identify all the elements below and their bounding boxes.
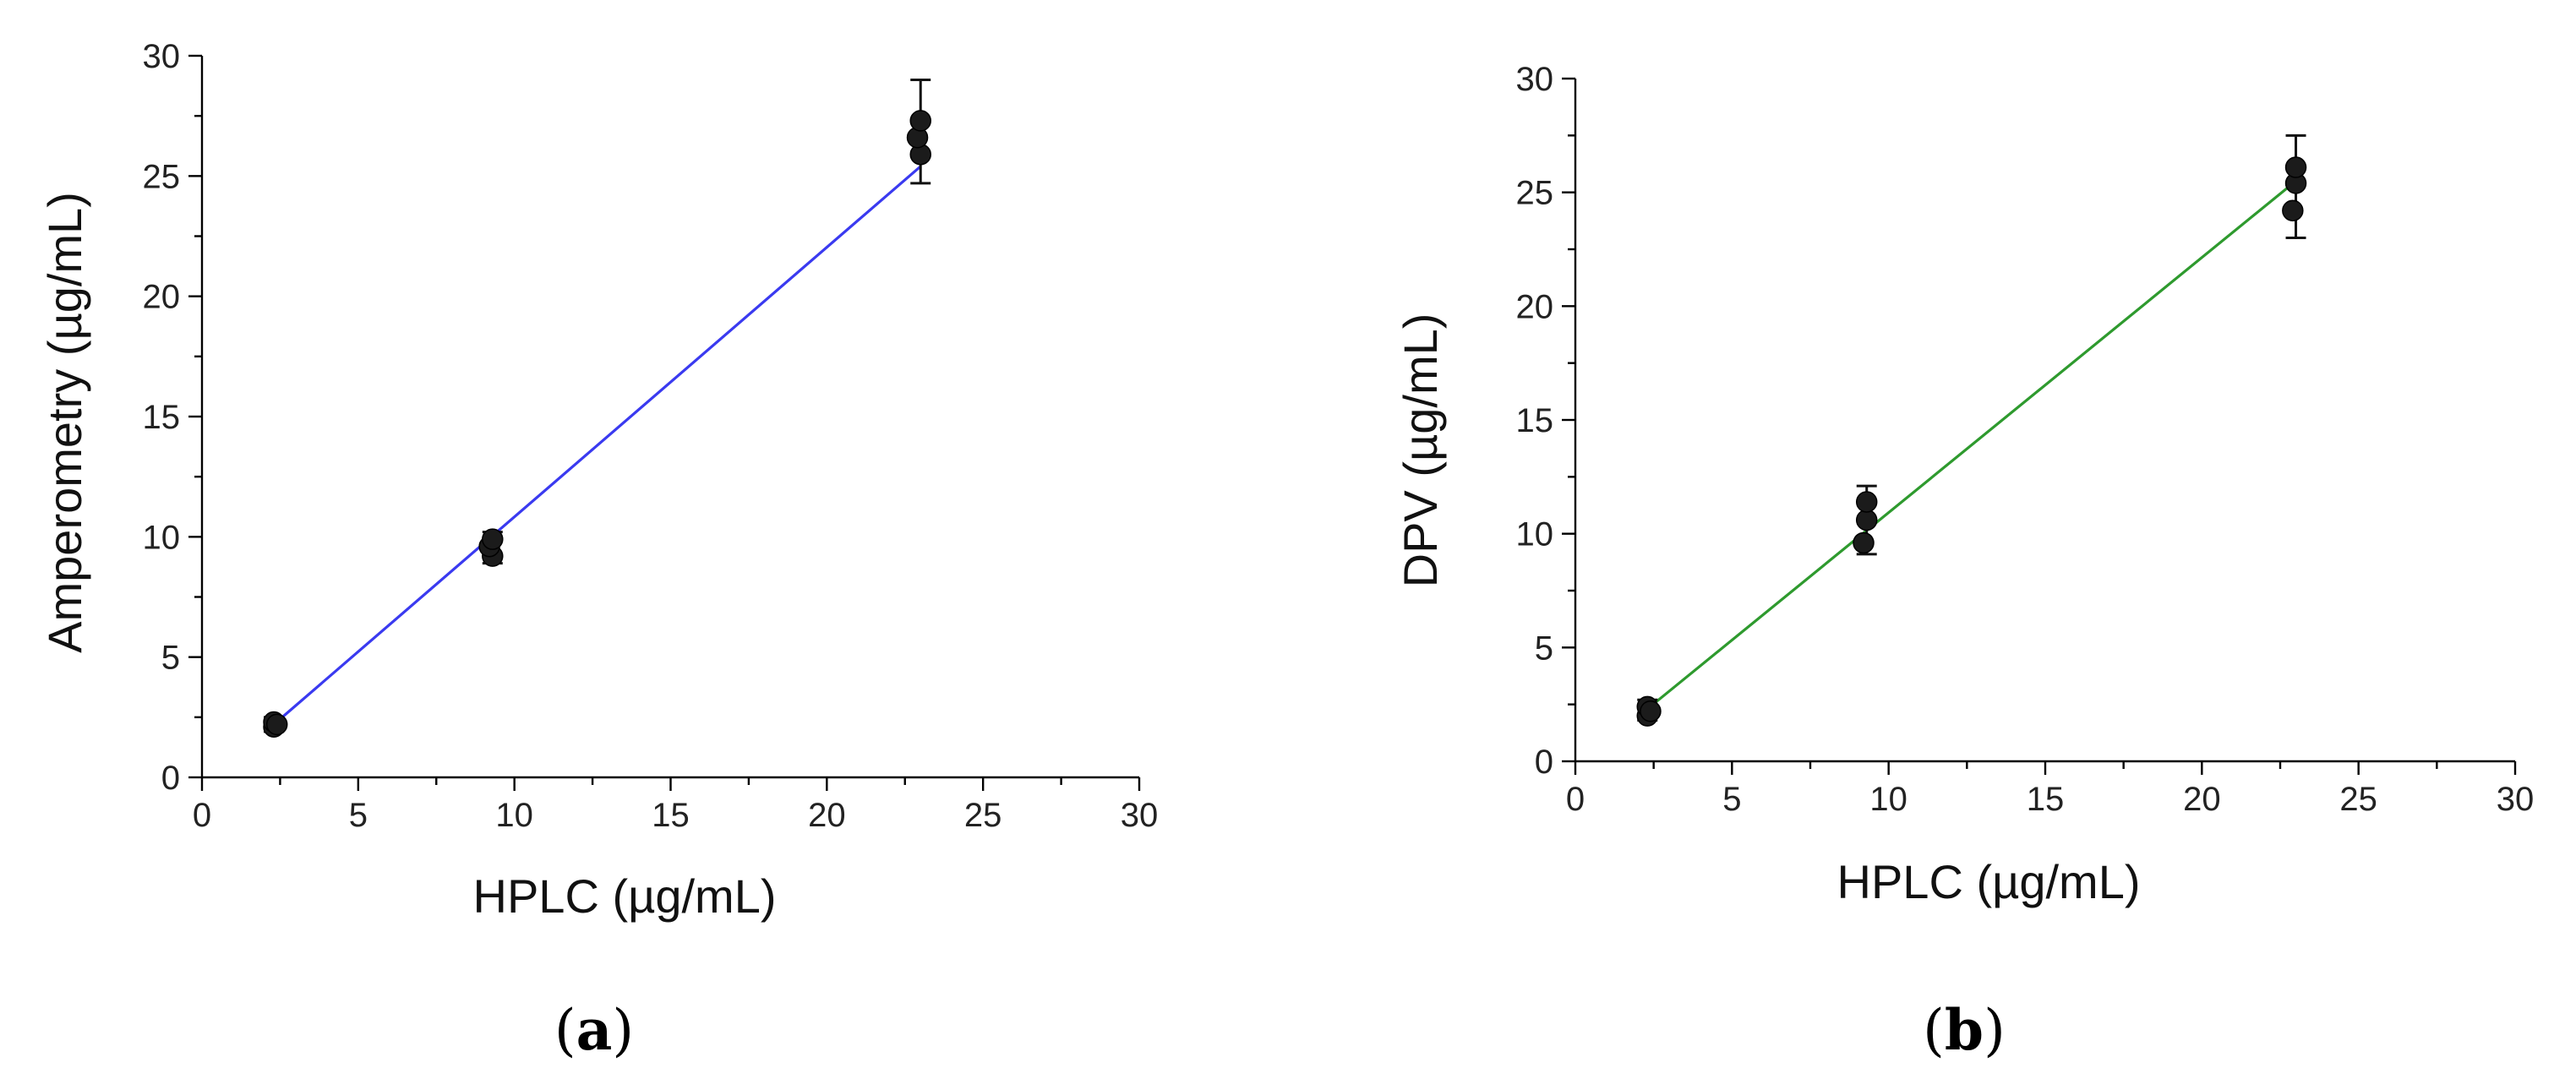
y-tick-label: 5 — [1535, 629, 1553, 667]
y-tick-label: 10 — [143, 519, 181, 556]
fit-line — [272, 165, 922, 726]
chart-panel-a: 0 5 10 15 20 25 30 0 5 10 15 20 25 30 HPLC (µg/mL) Am… — [38, 38, 1158, 1063]
y-tick-label: 25 — [1516, 175, 1554, 212]
x-axis-title: HPLC (µg/mL) — [1837, 855, 2141, 908]
y-tick-label: 30 — [143, 38, 181, 75]
y-axis-title: DPV (µg/mL) — [1394, 313, 1447, 588]
panel-label-letter: b — [1945, 997, 1984, 1063]
data-point — [2282, 199, 2304, 221]
x-axis-title: HPLC (µg/mL) — [473, 869, 777, 923]
data-point — [482, 528, 504, 550]
fit-line — [1646, 179, 2297, 711]
x-tick-label: 5 — [1722, 781, 1741, 818]
y-tick-label: 20 — [143, 279, 181, 316]
x-tick-label: 15 — [2027, 781, 2065, 818]
y-tick-label: 15 — [1516, 402, 1554, 439]
panel-label-close: ) — [1984, 998, 2006, 1063]
y-tick-label: 15 — [143, 399, 181, 436]
x-tick-label: 30 — [1121, 797, 1159, 834]
x-tick-label: 15 — [652, 797, 690, 834]
y-tick-label: 30 — [1516, 61, 1554, 98]
y-tick-label: 25 — [143, 158, 181, 195]
x-tick-label: 20 — [808, 797, 846, 834]
y-tick-label: 0 — [161, 760, 180, 797]
data-point — [909, 110, 931, 132]
x-tick-label: 25 — [964, 797, 1002, 834]
plot-group: 0 5 10 15 20 25 30 0 5 10 15 20 25 30 — [1516, 61, 2535, 818]
y-axis-title: Amperometry (µg/mL) — [38, 192, 91, 653]
y-tick-label: 10 — [1516, 516, 1554, 553]
x-tick-label: 0 — [193, 797, 211, 834]
panel-label-open: ( — [1923, 998, 1945, 1063]
data-point — [1855, 509, 1878, 531]
y-tick-label: 0 — [1535, 744, 1553, 781]
panel-label-b: (b) — [1923, 997, 2006, 1063]
plot-group: 0 5 10 15 20 25 30 0 5 10 15 20 25 30 — [143, 38, 1159, 834]
data-point — [2284, 156, 2307, 178]
chart-panel-b: 0 5 10 15 20 25 30 0 5 10 15 20 25 30 HPLC (µg/mL) DP… — [1394, 61, 2534, 1063]
panel-label-a: (a) — [554, 997, 634, 1063]
panel-label-close: ) — [612, 998, 634, 1063]
x-tick-label: 5 — [349, 797, 368, 834]
x-tick-label: 10 — [495, 797, 533, 834]
x-tick-label: 20 — [2183, 781, 2221, 818]
panel-label-letter: a — [576, 997, 613, 1063]
y-tick-label: 20 — [1516, 288, 1554, 325]
data-point — [1640, 700, 1662, 722]
x-tick-label: 0 — [1566, 781, 1585, 818]
data-point — [1853, 531, 1875, 554]
data-point — [1855, 491, 1878, 513]
x-tick-label: 10 — [1869, 781, 1907, 818]
x-tick-label: 30 — [2497, 781, 2535, 818]
panel-label-open: ( — [554, 998, 576, 1063]
x-tick-label: 25 — [2339, 781, 2377, 818]
y-tick-label: 5 — [161, 640, 180, 677]
data-point — [265, 713, 288, 736]
